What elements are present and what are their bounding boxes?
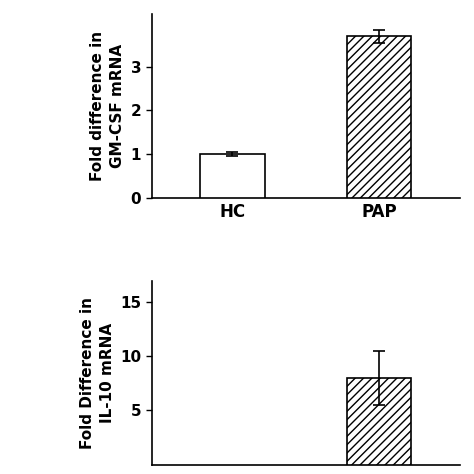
Bar: [200, 154, 264, 198]
Bar: [347, 378, 411, 465]
Y-axis label: Fold difference in
GM-CSF mRNA: Fold difference in GM-CSF mRNA: [90, 31, 125, 181]
Bar: [347, 36, 411, 198]
Y-axis label: Fold Difference in
IL-10 mRNA: Fold Difference in IL-10 mRNA: [80, 297, 115, 448]
